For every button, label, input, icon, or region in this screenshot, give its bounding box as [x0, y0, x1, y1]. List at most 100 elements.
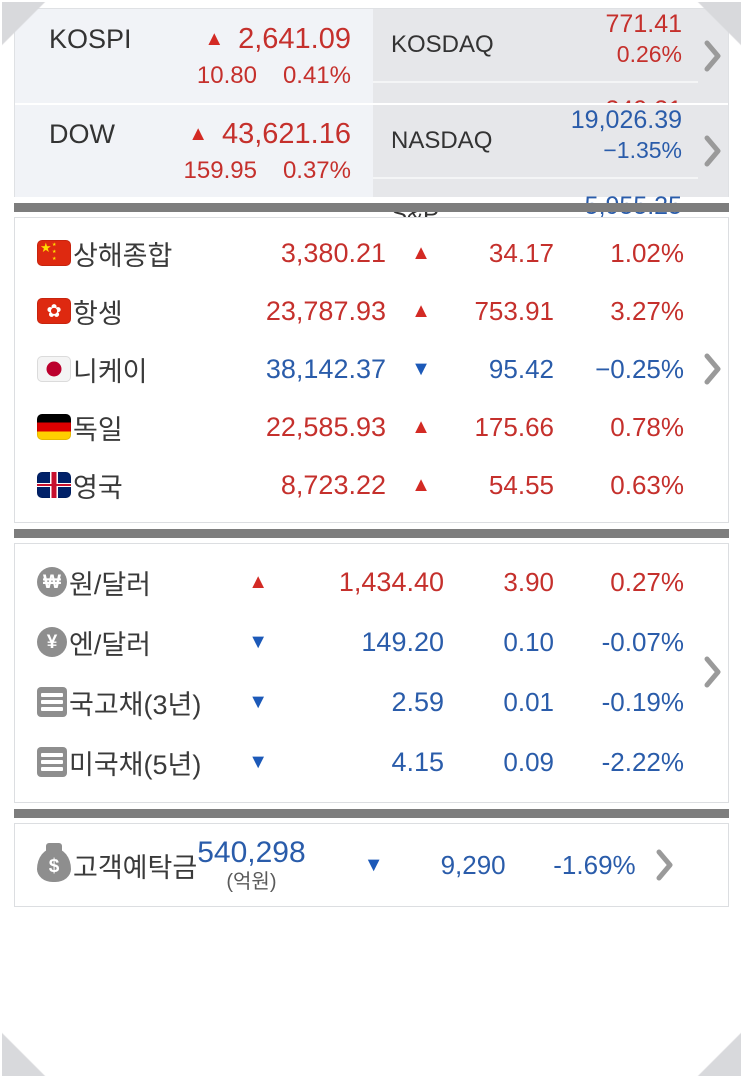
trend-arrow-up-icon: ▲ [248, 570, 268, 593]
index-name: NASDAQ [391, 127, 493, 154]
secondary-index-nasdaq[interactable]: NASDAQ 19,026.39 −1.35% [373, 105, 698, 177]
bond-change: 0.09 [503, 746, 554, 777]
section-separator [14, 203, 729, 212]
trend-arrow-up-icon: ▲ [204, 28, 225, 50]
bond-name: 미국채(5년) [69, 749, 202, 780]
trend-arrow-down-icon: ▼ [248, 630, 268, 653]
index-name: DOW [49, 118, 115, 149]
trend-arrow-down-icon: ▼ [248, 690, 268, 713]
yen-currency-icon: ¥ [37, 627, 67, 657]
fx-percent: -0.07% [601, 626, 684, 657]
world-index-value: 38,142.37 [265, 353, 386, 384]
chevron-right-icon[interactable] [650, 824, 680, 906]
chevron-right-icon[interactable] [698, 224, 728, 514]
chevron-right-icon[interactable] [698, 105, 728, 197]
index-value: 43,621.16 [221, 117, 351, 150]
index-panel-kospi[interactable]: KOSPI ▲ 2,641.09 10.80 0.41% KOSDAQ 771.… [15, 9, 728, 153]
primary-index-dow[interactable]: DOW ▲ 43,621.16 159.95 0.37% [15, 103, 373, 197]
world-index-name: 니케이 [73, 356, 148, 387]
bond-value: 4.15 [391, 746, 444, 777]
world-index-change: 95.42 [488, 353, 554, 384]
fx-percent: 0.27% [610, 566, 684, 597]
fx-row[interactable]: ¥ 엔/달러 ▼ 149.20 0.10 -0.07% [15, 612, 698, 672]
deposits-change: 9,290 [440, 849, 506, 880]
trend-arrow-up-icon: ▲ [411, 415, 431, 438]
deposits-value: 540,298 [197, 835, 306, 869]
won-currency-icon: ₩ [37, 567, 67, 597]
world-index-name: 독일 [73, 414, 123, 445]
index-percent: −1.35% [603, 137, 682, 164]
world-indices-card[interactable]: 상해종합 3,380.21 ▲ 34.17 1.02% 항셍 23,787.93… [14, 217, 729, 523]
fx-change: 0.10 [503, 626, 554, 657]
world-index-row[interactable]: 니케이 38,142.37 ▼ 95.42 −0.25% [15, 340, 698, 398]
world-index-percent: 0.78% [610, 411, 684, 442]
trend-arrow-down-icon: ▼ [248, 750, 268, 773]
world-index-name: 영국 [73, 472, 123, 503]
primary-index-kospi[interactable]: KOSPI ▲ 2,641.09 10.80 0.41% [15, 9, 373, 103]
hong-kong-flag-icon [37, 298, 71, 324]
trend-arrow-up-icon: ▲ [411, 473, 431, 496]
chevron-right-icon[interactable] [698, 9, 728, 103]
fx-name: 엔/달러 [69, 629, 152, 660]
section-separator [14, 809, 729, 818]
bond-row[interactable]: 미국채(5년) ▼ 4.15 0.09 -2.22% [15, 732, 698, 792]
secondary-index-group-kospi[interactable]: KOSDAQ 771.41 0.26% KOSPI200 349.31 0.51… [373, 9, 728, 153]
deposits-unit: (억원) [226, 870, 277, 893]
world-index-percent: −0.25% [595, 353, 684, 384]
world-index-change: 34.17 [488, 237, 554, 268]
fx-name: 원/달러 [69, 569, 152, 600]
secondary-index-group-us[interactable]: NASDAQ 19,026.39 −1.35% S&P 5,955.25 −0.… [373, 103, 728, 249]
trend-arrow-up-icon: ▲ [411, 241, 431, 264]
index-percent: 0.37% [282, 156, 351, 184]
index-name: KOSPI [49, 23, 132, 54]
money-bag-icon: $ [37, 848, 71, 882]
bond-percent: -2.22% [601, 746, 684, 777]
bond-name: 국고채(3년) [69, 689, 202, 720]
world-index-row[interactable]: 항셍 23,787.93 ▲ 753.91 3.27% [15, 282, 698, 340]
page-corner-fold-bottom-right [697, 1032, 741, 1076]
index-summary-block: KOSPI ▲ 2,641.09 10.80 0.41% KOSDAQ 771.… [14, 8, 729, 249]
index-panel-dow[interactable]: DOW ▲ 43,621.16 159.95 0.37% NASDAQ 19,0… [15, 103, 728, 249]
bond-value: 2.59 [391, 686, 444, 717]
fx-value: 1,434.40 [338, 566, 444, 597]
index-value: 771.41 [605, 10, 682, 38]
index-change: 159.95 [183, 156, 257, 184]
fx-row[interactable]: ₩ 원/달러 ▲ 1,434.40 3.90 0.27% [15, 552, 698, 612]
united-kingdom-flag-icon [37, 472, 71, 498]
world-index-name: 항셍 [73, 298, 123, 329]
world-index-change: 54.55 [488, 469, 554, 500]
world-index-row[interactable]: 상해종합 3,380.21 ▲ 34.17 1.02% [15, 224, 698, 282]
trend-arrow-up-icon: ▲ [188, 123, 208, 145]
deposits-percent: -1.69% [553, 849, 636, 880]
customer-deposits-card[interactable]: $ 고객예탁금 540,298 (억원) ▼ 9,290 -1.69% [14, 823, 729, 907]
deposits-label: 고객예탁금 [73, 852, 198, 883]
bond-change: 0.01 [503, 686, 554, 717]
world-index-value: 3,380.21 [280, 237, 386, 268]
world-index-name: 상해종합 [73, 240, 173, 271]
fx-and-bonds-card[interactable]: ₩ 원/달러 ▲ 1,434.40 3.90 0.27% ¥ 엔/달러 ▼ 14… [14, 543, 729, 803]
bond-icon [37, 687, 67, 717]
chevron-right-icon[interactable] [698, 552, 728, 792]
world-index-row[interactable]: 영국 8,723.22 ▲ 54.55 0.63% [15, 456, 698, 514]
bond-icon [37, 747, 67, 777]
world-index-value: 23,787.93 [265, 295, 386, 326]
secondary-index-kosdaq[interactable]: KOSDAQ 771.41 0.26% [373, 9, 698, 81]
page-corner-fold-bottom-left [2, 1032, 46, 1076]
index-value: 2,641.09 [238, 22, 351, 55]
bond-percent: -0.19% [601, 686, 684, 717]
bond-row[interactable]: 국고채(3년) ▼ 2.59 0.01 -0.19% [15, 672, 698, 732]
fx-value: 149.20 [361, 626, 444, 657]
germany-flag-icon [37, 414, 71, 440]
trend-arrow-up-icon: ▲ [411, 299, 431, 322]
fx-change: 3.90 [503, 566, 554, 597]
world-index-value: 22,585.93 [265, 411, 386, 442]
world-index-change: 753.91 [474, 295, 554, 326]
china-flag-icon [37, 240, 71, 266]
index-change: 10.80 [196, 61, 257, 89]
world-index-row[interactable]: 독일 22,585.93 ▲ 175.66 0.78% [15, 398, 698, 456]
world-index-percent: 3.27% [610, 295, 684, 326]
index-name: KOSDAQ [391, 31, 494, 58]
index-percent: 0.26% [616, 41, 682, 68]
section-separator [14, 529, 729, 538]
